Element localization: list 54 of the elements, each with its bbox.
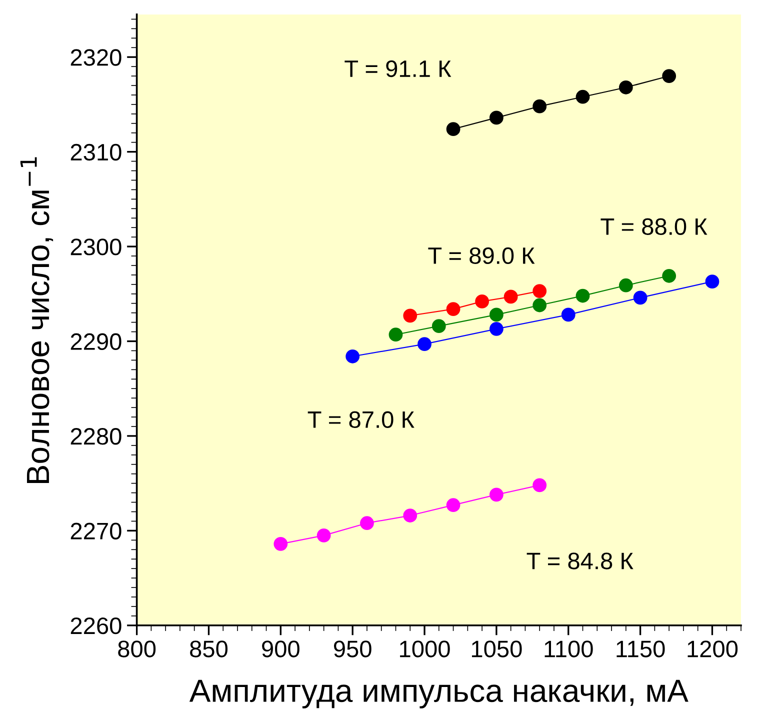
point [618, 278, 633, 292]
y-tick-label: 2260 [70, 617, 122, 634]
point [705, 274, 720, 289]
point [446, 498, 460, 512]
point [633, 290, 648, 305]
point [346, 349, 360, 364]
point [388, 328, 403, 342]
y-tick-label: 2300 [70, 238, 122, 256]
point [446, 302, 460, 316]
point [662, 268, 676, 283]
x-tick-label: 1100 [544, 640, 593, 658]
point [576, 288, 590, 303]
point [490, 308, 504, 322]
x-tick-label: 1050 [472, 640, 522, 658]
point [418, 337, 432, 352]
point [532, 478, 547, 492]
series-label: T = 89.0 К [428, 247, 535, 264]
point [446, 122, 460, 136]
point [561, 308, 576, 322]
y-tick-label: 2270 [70, 522, 122, 540]
x-tick-label: 1200 [688, 640, 738, 658]
point [532, 298, 547, 312]
x-tick-label: 1000 [400, 640, 450, 658]
text: T = 87.0 К [308, 411, 414, 428]
point [490, 322, 504, 336]
x-tick-label: 950 [334, 640, 372, 658]
point [475, 294, 489, 308]
x-tick-label: 1150 [616, 640, 665, 658]
point [360, 516, 374, 530]
y-tick-label: 2320 [70, 49, 122, 66]
x-tick-label: 900 [262, 640, 300, 658]
point [532, 99, 547, 114]
point [576, 90, 590, 104]
series-label: T = 88.0 К [600, 218, 708, 235]
point [662, 69, 676, 83]
y-axis-title: Волновое число, см$^{−1}$ [20, 157, 54, 483]
point [432, 319, 446, 334]
point [490, 110, 504, 125]
text: T = 84.8 К [526, 552, 634, 570]
y-tick-label: 2310 [70, 144, 122, 161]
point [316, 528, 331, 542]
point [618, 80, 633, 94]
point [403, 308, 418, 323]
x-axis-title: Амплитуда импульса накачки, мА [189, 680, 688, 708]
point [403, 508, 418, 522]
x-tick-label: 800 [118, 640, 156, 658]
y-tick-label: 2290 [70, 333, 122, 350]
point [274, 536, 288, 551]
x-tick-label: 850 [190, 640, 228, 658]
point [490, 488, 504, 502]
point [532, 284, 547, 298]
series-label: T = 91.1 К [344, 60, 452, 78]
y-tick-label: 2280 [70, 428, 122, 445]
point [504, 290, 518, 304]
